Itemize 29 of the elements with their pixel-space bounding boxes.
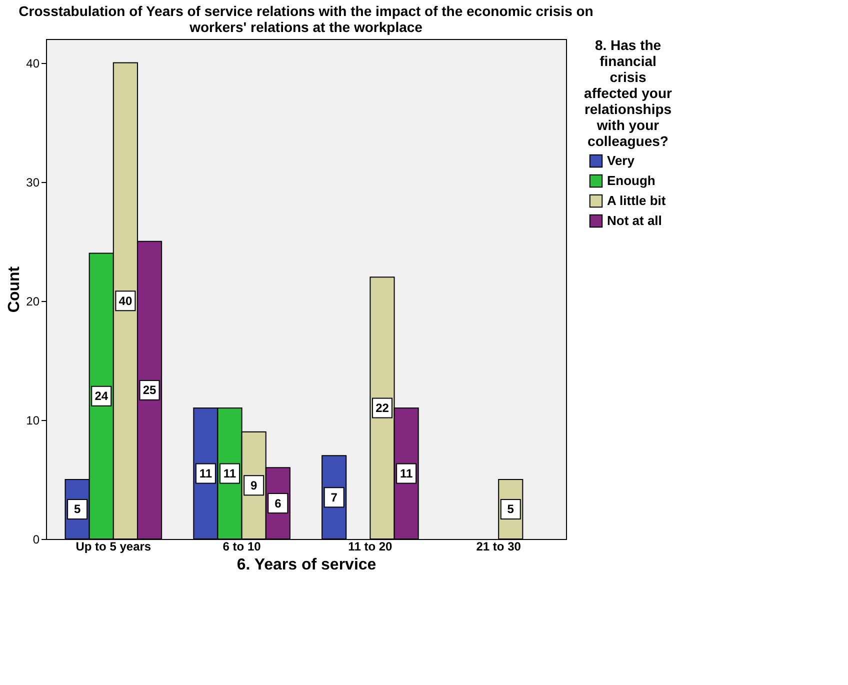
- y-tick-label: 40: [26, 56, 40, 70]
- data-label: 9: [250, 478, 258, 492]
- data-label: 24: [94, 389, 108, 404]
- y-axis-title: Count: [6, 266, 24, 313]
- y-tick-label: 20: [26, 294, 40, 308]
- y-tick-label: 10: [26, 413, 40, 428]
- x-tick-label: Up to 5 years: [76, 540, 152, 554]
- data-label: 25: [142, 383, 157, 398]
- legend-label: Not at all: [607, 213, 662, 228]
- data-label: 11: [400, 466, 413, 481]
- data-label: 7: [330, 490, 338, 504]
- data-label: 5: [74, 502, 81, 516]
- data-label: 11: [199, 466, 212, 481]
- data-label: 22: [376, 401, 390, 416]
- x-axis-title: 6. Years of service: [236, 556, 376, 574]
- data-label: 11: [223, 466, 236, 481]
- legend-label: A little bit: [607, 193, 666, 208]
- y-tick-label: 30: [26, 175, 40, 190]
- legend-label: Very: [607, 153, 636, 168]
- legend-label: Enough: [607, 173, 656, 188]
- data-label: 40: [118, 294, 132, 308]
- data-label: 6: [274, 496, 282, 510]
- y-tick-label: 0: [32, 532, 40, 546]
- data-label: 5: [507, 502, 514, 516]
- x-tick-label: 21 to 30: [476, 540, 522, 554]
- x-tick-label: 11 to 20: [348, 540, 393, 554]
- x-tick-label: 6 to 10: [222, 540, 262, 554]
- legend-title: 8. Has the financial crisis affected your relationships with your colleagues?: [584, 37, 672, 149]
- chart-title: Crosstabulation of Years of service relations with the impact of the economic crisis on workers' relations at the workplace: [18, 3, 594, 35]
